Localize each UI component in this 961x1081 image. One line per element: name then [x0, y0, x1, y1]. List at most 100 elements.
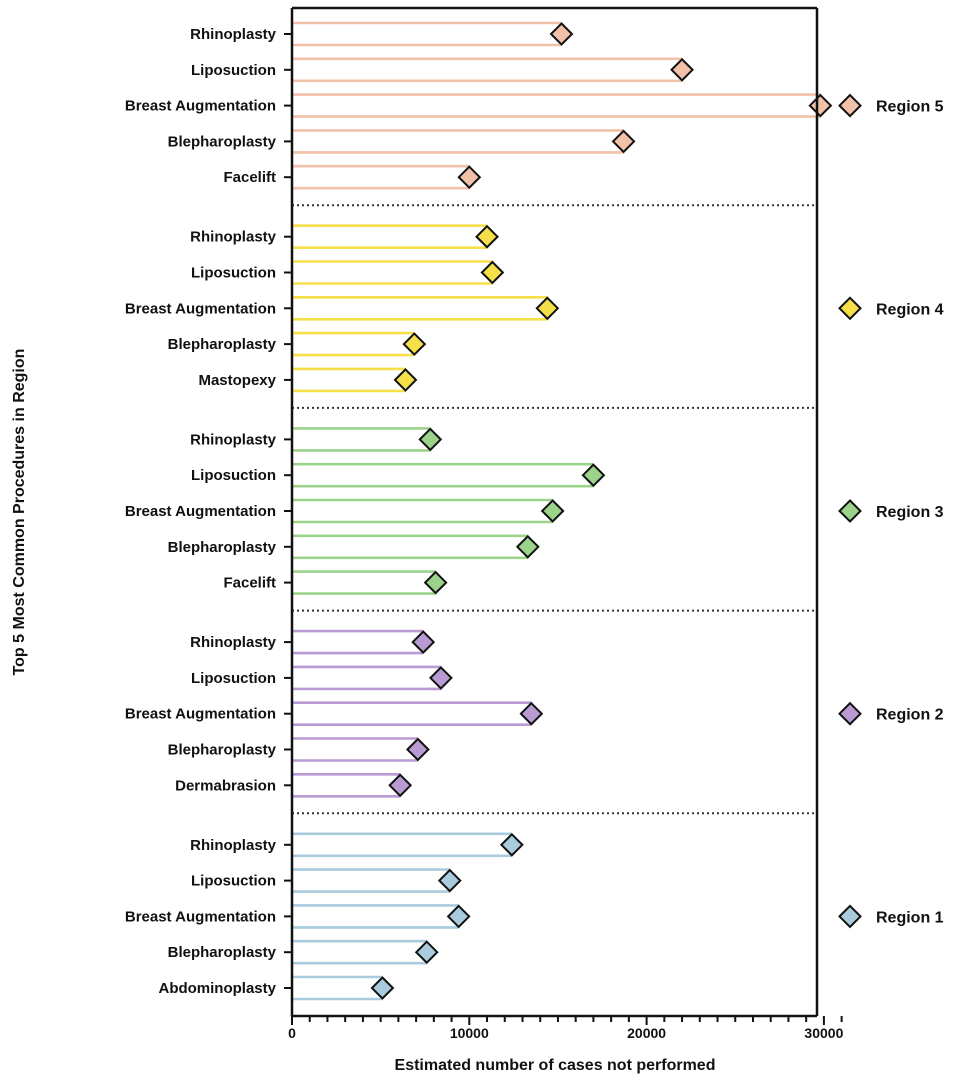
legend-diamond: [838, 904, 862, 929]
data-point-diamond: [480, 260, 505, 285]
category-label: Dermabrasion: [175, 777, 276, 794]
lollipop-row: [284, 868, 462, 893]
legend-label: Region 3: [876, 504, 944, 521]
category-label: Blepharoplasty: [168, 944, 277, 961]
data-point-diamond: [402, 332, 427, 357]
category-label: Liposuction: [191, 467, 276, 484]
lollipop-row: [284, 331, 427, 357]
category-label: Breast Augmentation: [125, 908, 276, 925]
category-label: Blepharoplasty: [168, 336, 277, 353]
legend-diamond: [838, 499, 862, 523]
category-label: Rhinoplasty: [190, 634, 276, 651]
lollipop-row: [284, 570, 448, 595]
legend-diamond: [838, 296, 862, 321]
lollipop-row: [284, 224, 499, 249]
category-label: Mastopexy: [198, 372, 276, 389]
data-point-diamond: [535, 296, 560, 321]
data-point-diamond: [393, 367, 418, 392]
x-tick-label: 30000: [804, 1025, 843, 1041]
lollipop-row: [284, 904, 471, 929]
legend-item: Region 3: [838, 499, 944, 523]
data-point-diamond: [405, 737, 430, 762]
data-point-diamond: [437, 868, 462, 893]
category-label: Breast Augmentation: [125, 98, 276, 115]
data-point-diamond: [429, 665, 453, 690]
data-point-diamond: [670, 57, 694, 82]
data-point-diamond: [611, 129, 636, 154]
data-point-diamond: [418, 427, 443, 452]
lollipop-row: [284, 832, 524, 858]
data-point-diamond: [423, 570, 448, 595]
category-label: Liposuction: [191, 670, 276, 687]
legend-item: Region 5: [838, 93, 944, 118]
data-point-diamond: [519, 701, 544, 726]
category-label: Facelift: [223, 575, 276, 592]
lollipop-row: [284, 737, 430, 762]
category-label: Facelift: [223, 169, 276, 186]
y-axis-title: Top 5 Most Common Procedures in Region: [11, 349, 28, 676]
data-point-diamond: [581, 463, 606, 488]
axes: [290, 6, 819, 1018]
category-label: Blepharoplasty: [168, 539, 277, 556]
legend-label: Region 4: [876, 301, 944, 318]
lollipop-row: [284, 427, 443, 452]
lollipop-row: [284, 772, 413, 798]
data-point-diamond: [549, 22, 574, 46]
lollipop-row: [284, 939, 439, 965]
legend-label: Region 5: [876, 99, 944, 116]
lollipop-row: [284, 57, 694, 83]
legend-diamond: [838, 93, 862, 118]
legend-item: Region 2: [838, 701, 944, 726]
category-label: Breast Augmentation: [125, 503, 276, 520]
lollipop-row: [284, 975, 395, 1001]
lollipop-row: [284, 295, 560, 321]
lollipop-row: [284, 93, 833, 118]
lollipop-row: [284, 462, 606, 488]
lollipop-row: [284, 701, 544, 727]
x-ticks: 0 10000 20000 30000: [288, 1016, 844, 1041]
legend-diamond: [838, 701, 862, 726]
data-point-diamond: [540, 499, 565, 523]
lollipop-row: [284, 260, 505, 285]
x-tick-label: 10000: [450, 1025, 489, 1041]
x-tick-label: 20000: [627, 1025, 666, 1041]
legend-label: Region 1: [876, 909, 944, 926]
lollipop-row: [284, 665, 453, 691]
lollipop-row: [284, 534, 540, 560]
data-point-diamond: [515, 534, 540, 559]
data-point-diamond: [411, 630, 436, 655]
x-axis-title: Estimated number of cases not performed: [395, 1057, 716, 1074]
lollipop-row: [284, 129, 636, 154]
category-label: Blepharoplasty: [168, 133, 277, 150]
x-tick-label: 0: [288, 1025, 296, 1041]
legend-item: Region 1: [838, 904, 944, 929]
category-label: Rhinoplasty: [190, 837, 276, 854]
category-label: Liposuction: [191, 265, 276, 282]
data-point-diamond: [388, 773, 413, 798]
lollipop-row: [284, 164, 482, 190]
category-label: Rhinoplasty: [190, 26, 276, 43]
data-point-diamond: [499, 832, 524, 857]
lollipop-row: [284, 21, 574, 47]
data-point-diamond: [414, 940, 439, 965]
category-labels: Rhinoplasty Liposuction Breast Augmentatio…: [125, 26, 277, 997]
category-label: Abdominoplasty: [158, 980, 276, 997]
category-label: Breast Augmentation: [125, 300, 276, 317]
category-label: Rhinoplasty: [190, 229, 276, 246]
data-point-diamond: [457, 165, 482, 190]
data-point-diamond: [808, 93, 833, 118]
category-label: Liposuction: [191, 62, 276, 79]
legend-label: Region 2: [876, 707, 944, 724]
category-label: Liposuction: [191, 873, 276, 890]
legend: Region 5 Region 4 Region 3 Region 2 Region 1: [838, 93, 944, 929]
lollipop-row: [284, 367, 418, 393]
category-label: Breast Augmentation: [125, 706, 276, 723]
data-point-diamond: [475, 224, 499, 249]
category-label: Rhinoplasty: [190, 431, 276, 448]
data-point-diamond: [446, 904, 471, 929]
legend-item: Region 4: [838, 296, 944, 321]
bars-layer: [284, 21, 833, 1001]
lollipop-row: [284, 498, 565, 524]
lollipop-row: [284, 629, 436, 655]
